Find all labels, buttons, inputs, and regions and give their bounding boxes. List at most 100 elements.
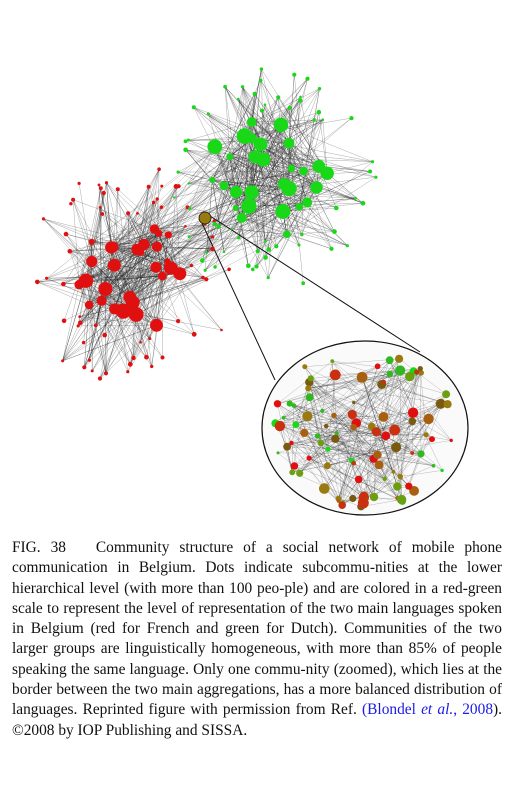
dutch-community-node bbox=[368, 169, 373, 174]
dutch-community-edge bbox=[212, 179, 269, 278]
dutch-community-edge bbox=[260, 144, 319, 167]
bridge-edge bbox=[168, 138, 252, 235]
dutch-community-edge bbox=[288, 74, 295, 144]
dutch-community-edge bbox=[238, 99, 328, 174]
dutch-community-edge bbox=[214, 146, 364, 204]
bridge-edge bbox=[154, 146, 215, 230]
dutch-community-node bbox=[277, 178, 291, 191]
figure-label: FIG. 38 bbox=[12, 539, 66, 556]
dutch-community-edge bbox=[185, 149, 255, 157]
dutch-community-node bbox=[187, 235, 191, 239]
zoom-edge bbox=[377, 368, 421, 455]
dutch-community-node bbox=[219, 181, 229, 191]
bridge-edge bbox=[144, 217, 242, 245]
dutch-community-edge bbox=[327, 161, 373, 174]
zoom-edge bbox=[342, 414, 353, 506]
french-community-edge bbox=[85, 280, 147, 358]
zoom-edge bbox=[279, 425, 337, 434]
zoom-edge bbox=[317, 435, 353, 499]
french-community-node bbox=[212, 219, 216, 223]
dutch-community-node bbox=[203, 268, 207, 272]
zoom-edge bbox=[309, 397, 427, 435]
french-community-edge bbox=[88, 246, 158, 306]
dutch-community-edge bbox=[189, 179, 213, 209]
zoom-node bbox=[302, 411, 313, 422]
zoom-node bbox=[331, 412, 337, 419]
french-community-node bbox=[144, 354, 149, 360]
french-community-node bbox=[123, 290, 136, 304]
french-community-edge bbox=[43, 218, 141, 253]
dutch-community-node bbox=[297, 243, 301, 247]
french-community-node bbox=[96, 295, 107, 306]
dutch-community-edge bbox=[252, 188, 290, 270]
french-community-node bbox=[103, 371, 109, 376]
dutch-community-edge bbox=[244, 117, 352, 137]
french-community-edge bbox=[106, 182, 155, 230]
dutch-community-edge bbox=[300, 96, 317, 188]
french-community-edge bbox=[123, 310, 163, 358]
dutch-community-node bbox=[259, 67, 264, 71]
french-community-node bbox=[61, 359, 65, 363]
zoom-edge bbox=[326, 426, 329, 450]
french-community-edge bbox=[168, 234, 181, 274]
reference-link[interactable]: (Blondel et al., 2008 bbox=[362, 701, 494, 719]
dutch-community-edge bbox=[307, 202, 348, 246]
french-community-node bbox=[164, 261, 178, 275]
dutch-community-node bbox=[209, 176, 216, 184]
dutch-community-edge bbox=[261, 69, 328, 174]
french-community-edge bbox=[117, 189, 169, 235]
bridge-edge bbox=[101, 191, 237, 301]
zoom-node bbox=[336, 499, 341, 503]
zoom-edge bbox=[399, 358, 447, 395]
french-community-edge bbox=[156, 246, 158, 326]
dutch-community-edge bbox=[173, 156, 230, 198]
dutch-community-edge bbox=[188, 159, 264, 184]
dutch-community-edge bbox=[193, 107, 285, 185]
dutch-community-edge bbox=[188, 136, 245, 237]
french-community-edge bbox=[111, 247, 213, 250]
zoom-edge bbox=[400, 403, 441, 477]
french-community-edge bbox=[158, 233, 168, 262]
dutch-community-node bbox=[216, 224, 221, 229]
dutch-community-edge bbox=[185, 149, 252, 193]
french-community-edge bbox=[156, 236, 213, 247]
dutch-community-node bbox=[305, 76, 310, 81]
zoom-edge bbox=[363, 458, 374, 498]
french-community-node bbox=[45, 276, 49, 280]
zoom-edge bbox=[353, 370, 401, 428]
zoom-node bbox=[314, 433, 321, 439]
dutch-community-edge bbox=[185, 121, 252, 142]
french-community-edge bbox=[158, 233, 207, 280]
french-community-node bbox=[35, 279, 40, 285]
zoom-node bbox=[378, 412, 389, 422]
french-community-edge bbox=[65, 233, 141, 253]
bridge-edge bbox=[112, 121, 252, 248]
french-community-node bbox=[160, 184, 164, 188]
zoom-edge bbox=[294, 440, 452, 467]
dutch-community-edge bbox=[189, 207, 236, 237]
zoom-edge bbox=[310, 378, 384, 418]
french-community-node bbox=[176, 319, 181, 324]
zoom-edge bbox=[279, 360, 390, 427]
french-community-edge bbox=[91, 228, 155, 262]
zoom-edge bbox=[338, 358, 400, 502]
french-community-node bbox=[84, 300, 94, 310]
zoom-node bbox=[443, 400, 452, 409]
french-community-edge bbox=[154, 207, 188, 230]
dutch-community-node bbox=[244, 185, 259, 200]
zoom-edge bbox=[294, 394, 447, 467]
french-community-edge bbox=[106, 182, 157, 268]
dutch-community-node bbox=[246, 117, 257, 127]
figure-caption: FIG. 38 Community structure of a social … bbox=[12, 539, 503, 739]
french-community-node bbox=[86, 255, 98, 268]
french-community-edge bbox=[146, 276, 163, 358]
dutch-community-node bbox=[207, 139, 223, 155]
dutch-community-edge bbox=[254, 156, 332, 249]
dutch-community-edge bbox=[280, 124, 317, 188]
french-community-edge bbox=[168, 207, 188, 235]
dutch-community-node bbox=[353, 196, 357, 200]
dutch-community-edge bbox=[301, 187, 317, 235]
french-community-edge bbox=[98, 184, 106, 290]
french-community-edge bbox=[143, 186, 149, 245]
dutch-community-node bbox=[200, 258, 205, 263]
